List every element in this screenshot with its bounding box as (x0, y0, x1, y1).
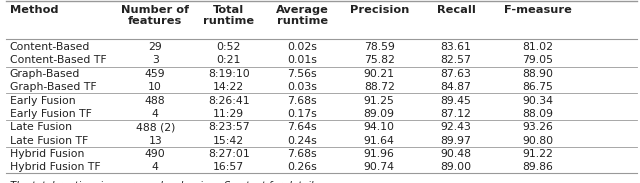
Text: 8:26:41: 8:26:41 (208, 96, 250, 106)
Text: 13: 13 (148, 136, 162, 146)
Text: 79.05: 79.05 (522, 55, 553, 66)
Text: 87.63: 87.63 (440, 69, 472, 79)
Text: The total runtime is expressed as h:min:s. See text for details.: The total runtime is expressed as h:min:… (10, 181, 321, 183)
Text: 14:22: 14:22 (213, 82, 244, 92)
Text: 91.96: 91.96 (364, 149, 395, 159)
Text: 89.97: 89.97 (440, 136, 472, 146)
Text: Hybrid Fusion: Hybrid Fusion (10, 149, 84, 159)
Text: 91.25: 91.25 (364, 96, 395, 106)
Text: 89.45: 89.45 (440, 96, 472, 106)
Text: Graph-Based: Graph-Based (10, 69, 80, 79)
Text: 4: 4 (152, 162, 159, 172)
Text: Average
runtime: Average runtime (276, 5, 329, 26)
Text: 459: 459 (145, 69, 166, 79)
Text: 490: 490 (145, 149, 166, 159)
Text: 15:42: 15:42 (213, 136, 244, 146)
Text: 89.86: 89.86 (522, 162, 553, 172)
Text: 10: 10 (148, 82, 162, 92)
Text: 0.03s: 0.03s (287, 82, 317, 92)
Text: 78.59: 78.59 (364, 42, 395, 52)
Text: 91.22: 91.22 (522, 149, 553, 159)
Text: 89.09: 89.09 (364, 109, 395, 119)
Text: 3: 3 (152, 55, 159, 66)
Text: 83.61: 83.61 (440, 42, 472, 52)
Text: 0.26s: 0.26s (287, 162, 317, 172)
Text: 90.48: 90.48 (440, 149, 472, 159)
Text: Number of
features: Number of features (121, 5, 189, 26)
Text: 7.68s: 7.68s (287, 149, 317, 159)
Text: 0.01s: 0.01s (287, 55, 317, 66)
Text: Recall: Recall (436, 5, 476, 15)
Text: 4: 4 (152, 109, 159, 119)
Text: Late Fusion: Late Fusion (10, 122, 72, 132)
Text: 86.75: 86.75 (522, 82, 553, 92)
Text: 88.72: 88.72 (364, 82, 395, 92)
Text: 488 (2): 488 (2) (136, 122, 175, 132)
Text: 0.02s: 0.02s (287, 42, 317, 52)
Text: 11:29: 11:29 (213, 109, 244, 119)
Text: 93.26: 93.26 (522, 122, 553, 132)
Text: Graph-Based TF: Graph-Based TF (10, 82, 96, 92)
Text: Precision: Precision (349, 5, 409, 15)
Text: 81.02: 81.02 (522, 42, 553, 52)
Text: 88.09: 88.09 (522, 109, 553, 119)
Text: 0.17s: 0.17s (287, 109, 317, 119)
Text: 488: 488 (145, 96, 166, 106)
Text: 7.64s: 7.64s (287, 122, 317, 132)
Text: 8:19:10: 8:19:10 (208, 69, 250, 79)
Text: 92.43: 92.43 (440, 122, 472, 132)
Text: 90.21: 90.21 (364, 69, 395, 79)
Text: 0:52: 0:52 (216, 42, 241, 52)
Text: Content-Based TF: Content-Based TF (10, 55, 106, 66)
Text: 82.57: 82.57 (440, 55, 472, 66)
Text: 87.12: 87.12 (440, 109, 472, 119)
Text: 8:23:57: 8:23:57 (208, 122, 250, 132)
Text: Method: Method (10, 5, 58, 15)
Text: 89.00: 89.00 (440, 162, 472, 172)
Text: 0.24s: 0.24s (287, 136, 317, 146)
Text: F-measure: F-measure (504, 5, 572, 15)
Text: 8:27:01: 8:27:01 (208, 149, 250, 159)
Text: Hybrid Fusion TF: Hybrid Fusion TF (10, 162, 100, 172)
Text: Early Fusion: Early Fusion (10, 96, 76, 106)
Text: 88.90: 88.90 (522, 69, 553, 79)
Text: 75.82: 75.82 (364, 55, 395, 66)
Text: 16:57: 16:57 (213, 162, 244, 172)
Text: 7.68s: 7.68s (287, 96, 317, 106)
Text: Content-Based: Content-Based (10, 42, 90, 52)
Text: Late Fusion TF: Late Fusion TF (10, 136, 88, 146)
Text: Early Fusion TF: Early Fusion TF (10, 109, 92, 119)
Text: 29: 29 (148, 42, 162, 52)
Text: Total
runtime: Total runtime (204, 5, 254, 26)
Text: 90.80: 90.80 (522, 136, 553, 146)
Text: 0:21: 0:21 (216, 55, 241, 66)
Text: 84.87: 84.87 (440, 82, 472, 92)
Text: 7.56s: 7.56s (287, 69, 317, 79)
Text: 94.10: 94.10 (364, 122, 395, 132)
Text: 91.64: 91.64 (364, 136, 395, 146)
Text: 90.74: 90.74 (364, 162, 395, 172)
Text: 90.34: 90.34 (522, 96, 553, 106)
